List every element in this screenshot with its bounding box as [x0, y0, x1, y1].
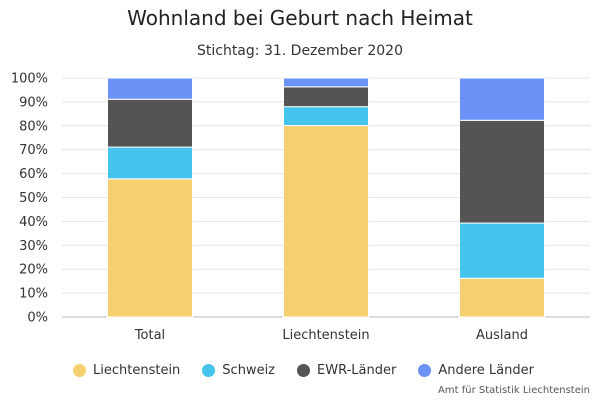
- bar-segment: [459, 119, 545, 224]
- legend-swatch-liechtenstein: [73, 364, 86, 377]
- bar-segment: [107, 178, 193, 318]
- bar-segment: [107, 77, 193, 100]
- legend-item-schweiz[interactable]: Schweiz: [202, 363, 275, 378]
- source-credit: Amt für Statistik Liechtenstein: [438, 385, 590, 396]
- chart-legend: Liechtenstein Schweiz EWR-Länder Andere …: [73, 363, 556, 378]
- legend-swatch-schweiz: [202, 364, 216, 377]
- legend-label-andere-laender: Andere Länder: [438, 363, 534, 378]
- chart-subtitle: Stichtag: 31. Dezember 2020: [196, 43, 403, 59]
- bar-segment: [283, 125, 369, 318]
- y-tick-label: 70%: [19, 143, 48, 158]
- bar-segment: [107, 146, 193, 180]
- y-tick-label: 30%: [19, 239, 48, 254]
- y-tick-label: 100%: [11, 72, 48, 87]
- y-tick-label: 50%: [19, 191, 48, 206]
- legend-item-ewr-laender[interactable]: EWR-Länder: [297, 363, 396, 378]
- x-tick-label: Total: [134, 328, 165, 343]
- legend-item-liechtenstein[interactable]: Liechtenstein: [73, 363, 180, 378]
- legend-label-schweiz: Schweiz: [222, 363, 276, 378]
- bar-segment: [283, 77, 369, 88]
- y-tick-label: 40%: [19, 215, 48, 230]
- bar-segment: [459, 277, 545, 318]
- bar-segment: [459, 77, 545, 121]
- legend-swatch-andere-laender: [418, 364, 432, 377]
- bar-segment: [283, 106, 369, 127]
- y-tick-label: 90%: [19, 95, 48, 110]
- bar-segment: [459, 222, 545, 279]
- x-tick-label: Liechtenstein: [282, 328, 369, 343]
- y-tick-label: 60%: [19, 167, 48, 182]
- legend-label-ewr-laender: EWR-Länder: [317, 363, 397, 378]
- y-tick-label: 20%: [19, 263, 48, 278]
- x-tick-label: Ausland: [476, 328, 528, 343]
- bar-segment: [283, 86, 369, 108]
- y-tick-label: 10%: [19, 287, 48, 302]
- y-tick-label: 80%: [19, 119, 48, 134]
- bar-segment: [107, 98, 193, 148]
- legend-swatch-ewr-laender: [297, 364, 311, 377]
- y-tick-label: 0%: [27, 311, 48, 326]
- legend-label-liechtenstein: Liechtenstein: [93, 363, 181, 378]
- legend-item-andere-laender[interactable]: Andere Länder: [418, 363, 534, 378]
- chart-title: Wohnland bei Geburt nach Heimat: [127, 6, 473, 30]
